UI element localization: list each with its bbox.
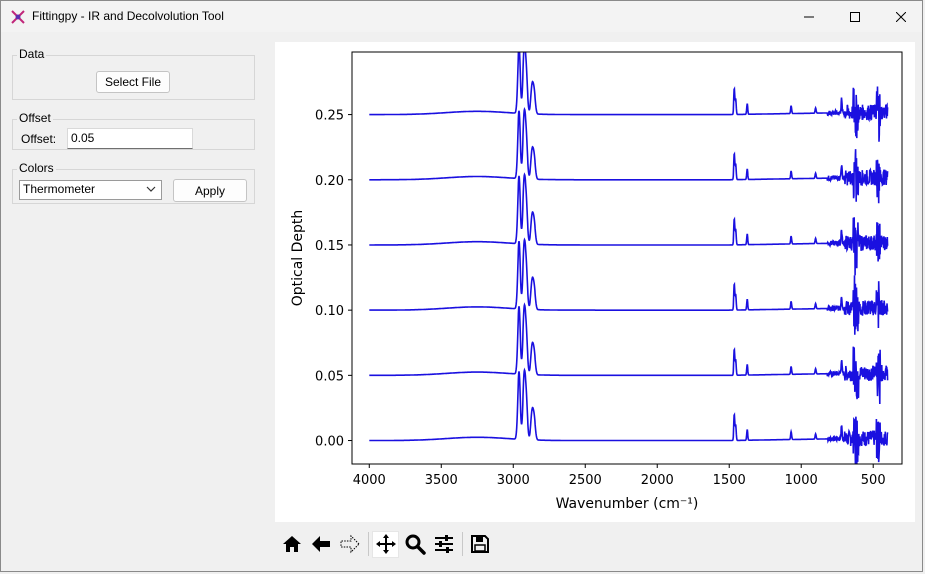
offset-group xyxy=(12,119,255,150)
apply-button[interactable]: Apply xyxy=(173,179,247,202)
title-bar: Fittingpy - IR and Decolvolution Tool xyxy=(1,1,922,32)
zoom-icon xyxy=(405,534,426,555)
y-tick-label: 0.00 xyxy=(315,435,344,450)
close-icon xyxy=(896,11,906,22)
navigation-toolbar xyxy=(278,530,495,558)
spectrum-line xyxy=(369,367,889,464)
colors-group xyxy=(12,169,255,204)
save-icon xyxy=(470,535,489,553)
zoom-button[interactable] xyxy=(401,531,428,558)
save-button[interactable] xyxy=(466,531,493,558)
select-file-button[interactable]: Select File xyxy=(96,71,170,93)
y-tick-label: 0.20 xyxy=(315,174,344,189)
offset-input[interactable]: 0.05 xyxy=(67,128,193,149)
x-tick-label: 4000 xyxy=(353,473,386,488)
spectrum-line xyxy=(369,107,889,204)
spectrum-line xyxy=(369,52,889,142)
colors-group-title: Colors xyxy=(17,161,56,175)
axes-frame xyxy=(351,51,903,465)
y-tick-label: 0.10 xyxy=(315,304,344,319)
x-tick-label: 3000 xyxy=(497,473,530,488)
y-tick-label: 0.05 xyxy=(315,369,344,384)
data-group xyxy=(12,55,255,100)
home-button[interactable] xyxy=(278,531,305,558)
chevron-down-icon xyxy=(146,186,156,192)
back-button[interactable] xyxy=(307,531,334,558)
x-tick-label: 2000 xyxy=(641,473,674,488)
y-tick-label: 0.25 xyxy=(315,109,344,124)
toolbar-separator xyxy=(462,532,463,556)
offset-group-title: Offset xyxy=(17,111,53,125)
close-button[interactable] xyxy=(878,1,924,32)
configure-subplots-button[interactable] xyxy=(430,531,457,558)
minimize-icon xyxy=(804,16,814,17)
data-group-title: Data xyxy=(17,47,47,61)
colormap-selected-value: Thermometer xyxy=(23,182,96,196)
pan-button[interactable] xyxy=(372,530,399,558)
offset-label: Offset: xyxy=(21,132,57,146)
minimize-button[interactable] xyxy=(786,1,832,32)
spectrum-line xyxy=(369,172,889,276)
home-icon xyxy=(282,536,301,552)
spectrum-line xyxy=(369,237,889,335)
maximize-icon xyxy=(850,11,860,22)
plot-canvas[interactable]: 4000 3500 3000 2500 2000 1500 1000 500 0.00 0.05 0… xyxy=(275,42,915,522)
x-tick-label: 1000 xyxy=(785,473,818,488)
x-tick-label: 1500 xyxy=(713,473,746,488)
configure-subplots-icon xyxy=(434,535,453,553)
maximize-button[interactable] xyxy=(832,1,878,32)
x-tick-label: 2500 xyxy=(569,473,602,488)
toolbar-separator xyxy=(368,532,369,556)
back-icon xyxy=(311,536,330,552)
app-icon xyxy=(11,10,25,24)
window-title: Fittingpy - IR and Decolvolution Tool xyxy=(32,9,224,23)
x-axis-label: Wavenumber (cm⁻¹) xyxy=(556,496,699,512)
colormap-select[interactable]: Thermometer xyxy=(19,180,162,200)
x-tick-label: 3500 xyxy=(425,473,458,488)
pan-icon xyxy=(375,534,396,554)
y-axis-label: Optical Depth xyxy=(290,210,306,307)
spectrum-chart: 4000 3500 3000 2500 2000 1500 1000 500 0.00 0.05 0… xyxy=(290,51,903,512)
y-tick-label: 0.15 xyxy=(315,239,344,254)
forward-icon xyxy=(340,534,360,554)
x-tick-label: 500 xyxy=(861,473,886,488)
forward-button[interactable] xyxy=(336,531,363,558)
spectrum-line xyxy=(369,302,889,405)
